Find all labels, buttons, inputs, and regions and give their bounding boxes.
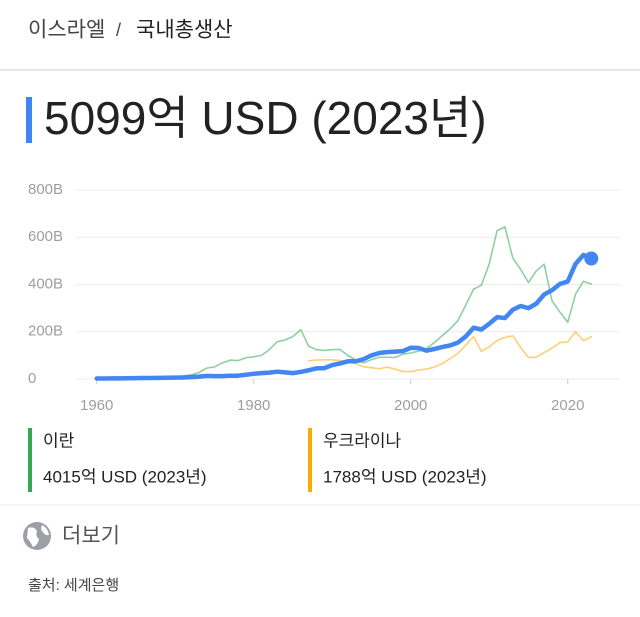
breadcrumb-country[interactable]: 이스라엘 bbox=[28, 19, 105, 42]
series-line bbox=[307, 330, 593, 373]
legend-value: 4015억 USD (2023년) bbox=[43, 467, 207, 486]
y-tick-label: 400B bbox=[28, 275, 63, 292]
y-tick-label: 200B bbox=[28, 323, 63, 340]
breadcrumb-separator: / bbox=[116, 20, 121, 40]
series-line bbox=[95, 226, 593, 379]
source: 출처: 세계은행 bbox=[28, 577, 119, 594]
breadcrumb-topic: 국내총생산 bbox=[136, 19, 233, 42]
x-tick-label: 2000 bbox=[394, 397, 427, 414]
headline: 5099억 USD (2023년) bbox=[44, 92, 487, 144]
legend-name: 이란 bbox=[43, 431, 75, 450]
y-tick-label: 0 bbox=[28, 370, 36, 387]
x-tick-label: 1980 bbox=[237, 397, 270, 414]
end-point bbox=[584, 251, 599, 266]
globe-icon bbox=[23, 522, 51, 550]
legend-value: 1788억 USD (2023년) bbox=[323, 467, 487, 486]
y-tick-label: 800B bbox=[28, 181, 63, 198]
legend-name: 우크라이나 bbox=[323, 431, 402, 450]
legend-swatch bbox=[308, 428, 312, 492]
plot: 0 200B 400B 600B 800B 1960 1980 2000 2020 bbox=[28, 181, 620, 414]
series-line bbox=[94, 252, 594, 381]
x-tick-label: 2020 bbox=[551, 397, 584, 414]
y-tick-label: 600B bbox=[28, 228, 63, 245]
legend: 이란 4015억 USD (2023년) 우크라이나 1788억 USD (2023년… bbox=[28, 428, 487, 492]
headline-bar bbox=[26, 97, 32, 143]
x-tick-label: 1960 bbox=[80, 397, 113, 414]
more-link[interactable]: 더보기 bbox=[62, 525, 120, 548]
legend-swatch bbox=[28, 428, 32, 492]
